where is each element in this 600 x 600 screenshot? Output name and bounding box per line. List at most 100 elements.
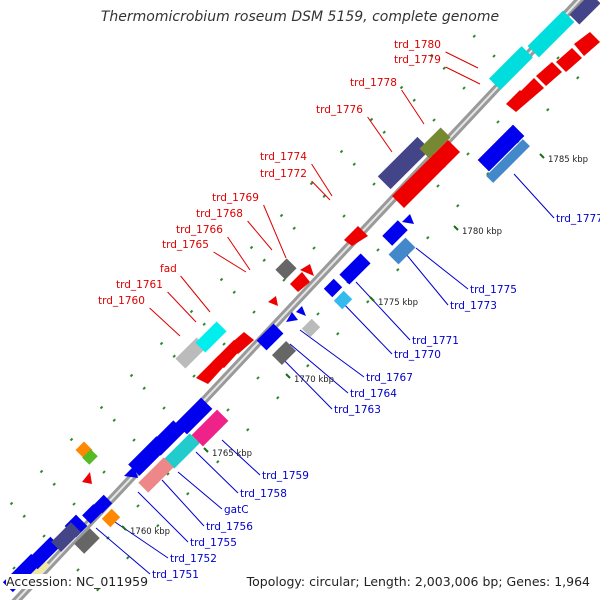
feature-bot-n[interactable] [402, 214, 414, 224]
tick-dot [189, 309, 194, 314]
reverse-leader-line [289, 343, 349, 394]
feature-top-1778[interactable] [489, 46, 533, 90]
feature-top-1758[interactable] [149, 420, 185, 456]
forward-leader-line [180, 275, 211, 313]
feature-top-pink[interactable] [191, 409, 229, 447]
forward-gene-label[interactable]: fad [160, 263, 177, 275]
forward-gene-label[interactable]: trd_1760 [98, 295, 145, 307]
tick-dot [432, 118, 436, 122]
reverse-gene-label[interactable]: trd_1777 [556, 213, 600, 225]
feature-bot-c[interactable] [51, 522, 81, 552]
feature-bot-h[interactable] [301, 318, 321, 338]
feature-bot-j[interactable] [323, 278, 343, 298]
feature-top-1776c[interactable] [432, 140, 460, 168]
reverse-leader-line [355, 281, 411, 341]
reverse-gene-label[interactable]: trd_1763 [334, 404, 381, 416]
reverse-gene-label[interactable]: gatC [224, 504, 249, 516]
tick-dot [376, 248, 380, 252]
feature-top-1765[interactable] [228, 332, 254, 354]
tick-dot [366, 300, 370, 304]
feature-bot-m[interactable] [382, 220, 408, 246]
feature-top-red-small[interactable] [82, 472, 92, 484]
tick-dot [22, 514, 26, 518]
feature-top-1776b[interactable] [392, 154, 446, 208]
reverse-gene-label[interactable]: trd_1751 [152, 569, 199, 581]
reverse-gene-label[interactable]: trd_1773 [450, 300, 497, 312]
reverse-gene-label[interactable]: trd_1759 [262, 470, 309, 482]
feature-bot-b[interactable] [27, 536, 61, 570]
scale-tick [539, 153, 545, 159]
forward-gene-label[interactable]: trd_1780 [394, 39, 441, 51]
feature-top-1780b[interactable] [506, 90, 530, 112]
feature-top-1761[interactable] [195, 321, 227, 353]
feature-bot-g[interactable] [296, 306, 306, 316]
tick-dot [202, 322, 206, 326]
reverse-gene-label[interactable]: trd_1775 [470, 284, 517, 296]
feature-top-orange[interactable] [101, 508, 121, 528]
feature-top-green[interactable] [82, 449, 98, 465]
reverse-gene-label[interactable]: trd_1758 [240, 488, 287, 500]
feature-top-1769b[interactable] [300, 264, 314, 276]
feature-bot-f[interactable] [271, 340, 297, 366]
feature-top-1780f[interactable] [574, 32, 600, 56]
forward-gene-label[interactable]: trd_1768 [196, 208, 243, 220]
reverse-gene-label[interactable]: trd_1752 [170, 553, 217, 565]
tick-dot [112, 418, 116, 422]
forward-gene-label[interactable]: trd_1778 [350, 77, 397, 89]
feature-top-1779[interactable] [527, 10, 575, 58]
tick-dot [252, 310, 256, 314]
tick-dot [292, 226, 296, 230]
forward-gene-label[interactable]: trd_1779 [394, 54, 441, 66]
forward-leader-line [167, 291, 197, 323]
tick-dot [192, 374, 196, 378]
feature-top-1768[interactable] [275, 258, 297, 280]
feature-bot-i[interactable] [286, 312, 298, 322]
reverse-gene-label[interactable]: trd_1764 [350, 388, 397, 400]
feature-top-1780e[interactable] [556, 48, 582, 72]
feature-top-1766[interactable] [268, 296, 278, 306]
tick-dot [39, 469, 44, 474]
feature-top-1757[interactable] [175, 397, 213, 435]
reverse-gene-label[interactable]: trd_1771 [412, 335, 459, 347]
tick-dot [219, 277, 224, 282]
feature-top-1772[interactable] [344, 226, 368, 246]
feature-top-1755[interactable] [93, 494, 113, 514]
feature-bot-p[interactable] [477, 124, 525, 172]
feature-top-1769[interactable] [290, 272, 310, 292]
feature-top-1780c[interactable] [520, 78, 544, 100]
tick-dot [166, 472, 170, 476]
feature-bot-l[interactable] [333, 290, 353, 310]
forward-gene-label[interactable]: trd_1766 [176, 224, 223, 236]
reverse-gene-label[interactable]: trd_1756 [206, 521, 253, 533]
reverse-gene-label[interactable]: trd_1767 [366, 372, 413, 384]
feature-top-1752[interactable] [82, 504, 102, 524]
forward-gene-label[interactable]: trd_1776 [316, 104, 363, 116]
feature-bot-e[interactable] [256, 323, 284, 351]
feature-top-1780[interactable] [569, 0, 600, 25]
reverse-leader-line [177, 471, 223, 510]
tick-dot [399, 85, 404, 90]
forward-gene-label[interactable]: trd_1769 [212, 192, 259, 204]
feature-top-1774[interactable] [377, 136, 431, 190]
reverse-leader-line [137, 491, 189, 543]
tick-dot [556, 56, 560, 60]
feature-top-1776[interactable] [419, 127, 451, 159]
feature-top-1780d[interactable] [536, 62, 562, 86]
feature-bot-r[interactable] [124, 466, 138, 478]
feature-bot-d[interactable] [74, 528, 100, 554]
forward-gene-label[interactable]: trd_1774 [260, 151, 307, 163]
forward-gene-label[interactable]: trd_1765 [162, 239, 209, 251]
feature-top-teal[interactable] [164, 433, 200, 469]
forward-gene-label[interactable]: trd_1772 [260, 168, 307, 180]
tick-dot [396, 268, 400, 272]
tick-dot [336, 332, 340, 336]
feature-bot-o[interactable] [388, 237, 416, 265]
forward-gene-label[interactable]: trd_1761 [116, 279, 163, 291]
feature-top-salmon[interactable] [138, 457, 174, 493]
forward-leader-line [263, 204, 287, 259]
tick-dot [9, 501, 14, 506]
feature-bot-k[interactable] [339, 253, 371, 285]
reverse-gene-label[interactable]: trd_1755 [190, 537, 237, 549]
feature-bot-q[interactable] [486, 139, 530, 183]
reverse-gene-label[interactable]: trd_1770 [394, 349, 441, 361]
